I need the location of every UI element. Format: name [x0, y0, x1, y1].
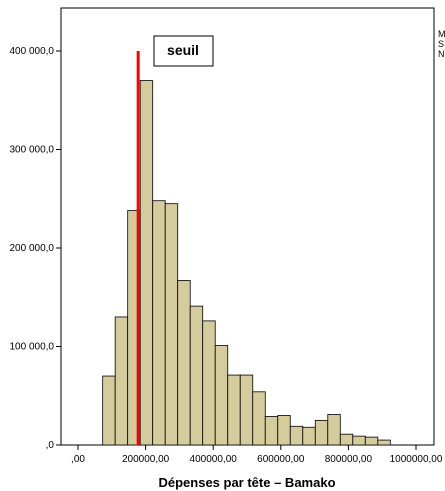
threshold-annotation: seuil: [153, 35, 214, 67]
legend-fragment-line-2: S: [438, 39, 444, 49]
histogram-bar: [177, 280, 191, 446]
histogram-bar: [114, 316, 129, 446]
y-tick-label: 300 000,0: [10, 145, 55, 156]
legend-fragment-line-3: N: [438, 49, 445, 59]
histogram-bar: [102, 375, 116, 446]
x-tick-label: 800000,00: [325, 454, 373, 465]
legend-fragment-line-1: M: [438, 29, 445, 39]
histogram-bar: [339, 433, 354, 446]
histogram-bar: [202, 320, 216, 446]
histogram-bar: [139, 80, 154, 446]
threshold-label: seuil: [167, 42, 199, 58]
histogram-bar: [377, 439, 391, 446]
x-tick-label: 200000,00: [122, 454, 170, 465]
y-tick-label: 400 000,0: [10, 46, 55, 57]
histogram-bar: [352, 435, 366, 446]
histogram-bar: [327, 414, 341, 446]
histogram-bar: [214, 345, 229, 446]
histogram-bar: [264, 416, 279, 446]
x-axis: ,00 200000,00 400000,00 600000,00 800000,00 1…: [71, 445, 443, 465]
y-axis: ,0 100 000,0 200 000,0 300 000,0 400 000,0: [10, 46, 61, 451]
histogram-bar: [152, 200, 166, 446]
x-tick-label: 400000,00: [190, 454, 238, 465]
histogram-bar: [314, 419, 329, 446]
histogram-bar: [227, 374, 241, 446]
y-tick-label: ,0: [46, 440, 55, 451]
histogram-bar: [302, 426, 316, 446]
histogram-bar: [164, 203, 179, 446]
x-tick-label: ,00: [71, 454, 85, 465]
histogram-bar: [189, 305, 204, 446]
histogram-bar: [289, 425, 304, 446]
y-tick-label: 200 000,0: [10, 243, 55, 254]
threshold-label-box: [153, 35, 214, 67]
histogram-bar: [277, 415, 291, 446]
histogram-bar: [252, 391, 266, 446]
x-axis-title: Dépenses par tête – Bamako: [158, 475, 335, 490]
legend-fragment: M S N: [438, 29, 445, 59]
x-tick-label: 1000000,00: [390, 454, 443, 465]
histogram-bar: [239, 374, 254, 446]
x-tick-label: 600000,00: [257, 454, 305, 465]
y-tick-label: 100 000,0: [10, 342, 55, 353]
histogram-bar: [364, 436, 379, 446]
